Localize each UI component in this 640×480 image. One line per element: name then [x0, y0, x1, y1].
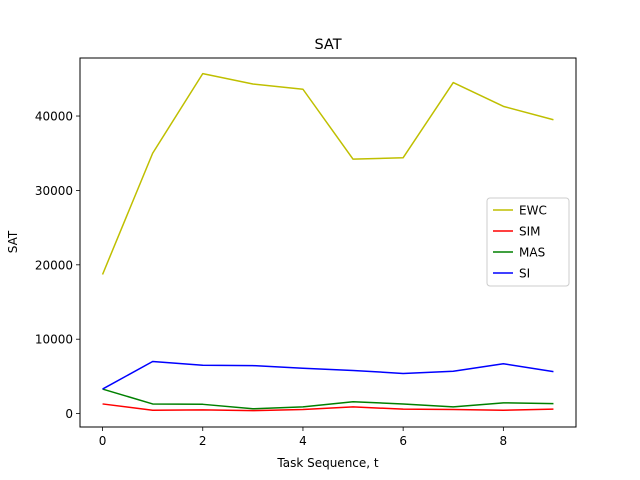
- x-axis-ticks: 0 2 4 6 8: [99, 427, 507, 448]
- series-lines: [101, 72, 554, 412]
- legend-label-ewc: EWC: [519, 204, 547, 218]
- y-tick-label: 0: [65, 407, 73, 421]
- plot-frame: [79, 57, 577, 428]
- y-tick-label: 40000: [35, 110, 73, 124]
- x-tick-label: 6: [399, 434, 407, 448]
- legend-label-sim: SIM: [519, 225, 541, 239]
- series-line-mas: [102, 388, 554, 410]
- y-axis-label: SAT: [6, 230, 20, 253]
- y-tick-label: 30000: [35, 184, 73, 198]
- x-tick-label: 2: [199, 434, 207, 448]
- legend: EWC SIM MAS SI: [486, 197, 570, 287]
- legend-label-si: SI: [519, 267, 530, 281]
- x-tick-label: 8: [500, 434, 508, 448]
- series-line-sim: [102, 403, 554, 412]
- legend-box: [486, 197, 570, 287]
- series-line-si: [102, 360, 554, 390]
- legend-label-mas: MAS: [519, 246, 545, 260]
- series-line-ewc: [101, 72, 554, 275]
- x-tick-label: 0: [99, 434, 107, 448]
- chart-title: SAT: [314, 37, 341, 53]
- y-tick-label: 10000: [35, 333, 73, 347]
- y-axis-ticks: 0 10000 20000 30000 40000: [35, 110, 80, 421]
- x-tick-label: 4: [299, 434, 307, 448]
- x-axis-label: Task Sequence, t: [276, 456, 379, 470]
- y-tick-label: 20000: [35, 258, 73, 272]
